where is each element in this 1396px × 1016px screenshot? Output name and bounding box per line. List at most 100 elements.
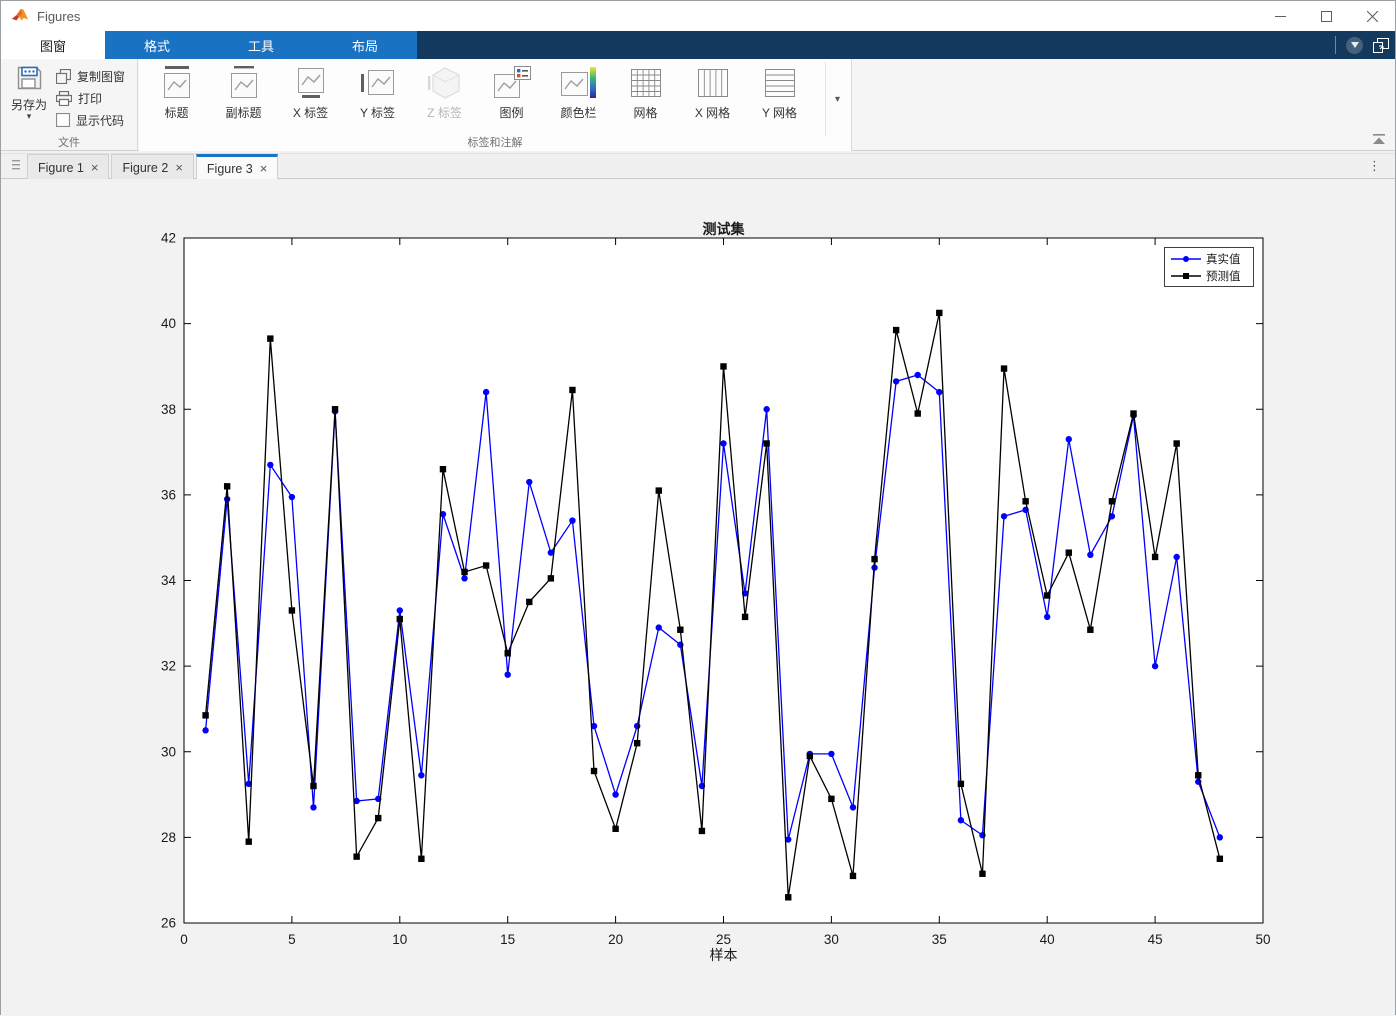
show-code-checkbox[interactable]: 显示代码	[56, 109, 125, 131]
y-grid-button[interactable]: Y 网格	[746, 62, 813, 136]
tab-label: Figure 1	[38, 161, 84, 175]
ribbon-body: 另存为 ▾ 复制图窗 打印	[1, 59, 1395, 151]
colorbar-icon	[559, 66, 599, 100]
x-label-icon	[293, 66, 329, 100]
maximize-button[interactable]	[1303, 1, 1349, 31]
subtitle-button[interactable]: 副标题	[210, 62, 277, 136]
ribbon-tab-figure[interactable]: 图窗	[1, 31, 105, 59]
minimize-icon	[1275, 11, 1286, 22]
ribbon-tab-label: 布局	[352, 36, 378, 55]
z-label-label: Z 标签	[427, 104, 462, 121]
tabbar-grip-icon	[11, 159, 21, 173]
print-icon	[56, 91, 72, 106]
y-grid-icon	[762, 66, 798, 100]
z-label-icon	[427, 66, 463, 100]
close-icon	[1367, 11, 1378, 22]
subtitle-label: 副标题	[225, 104, 261, 121]
tab-figure-1[interactable]: Figure 1 ×	[27, 154, 109, 180]
ribbon-tab-label: 图窗	[40, 36, 66, 55]
svg-text:26: 26	[161, 916, 176, 931]
svg-text:32: 32	[161, 659, 176, 674]
figure-tab-bar: Figure 1 × Figure 2 × Figure 3 × ⋮	[1, 153, 1395, 179]
y-label-label: Y 标签	[360, 104, 395, 121]
print-label: 打印	[78, 90, 102, 107]
tab-label: Figure 2	[122, 161, 168, 175]
tab-close-icon[interactable]: ×	[260, 162, 268, 175]
tab-figure-2[interactable]: Figure 2 ×	[111, 154, 193, 180]
tab-figure-3[interactable]: Figure 3 ×	[196, 154, 278, 180]
tab-close-icon[interactable]: ×	[91, 161, 99, 174]
legend-line-circle-sample	[1171, 254, 1201, 264]
legend-label: 图例	[499, 104, 523, 121]
copy-figure-button[interactable]: 复制图窗	[56, 65, 125, 87]
figures-window: Figures 图窗 格式 工具 布局	[0, 0, 1396, 1015]
ribbon-tab-format[interactable]: 格式	[105, 31, 209, 59]
show-code-label: 显示代码	[76, 112, 124, 129]
y-label-button[interactable]: Y 标签	[344, 62, 411, 136]
tab-label: Figure 3	[207, 162, 253, 176]
ribbon-tab-label: 格式	[144, 36, 170, 55]
save-icon	[14, 65, 44, 93]
ribbon-tab-row-controls	[1335, 31, 1389, 59]
tabbar-overflow-button[interactable]: ⋮	[1368, 158, 1381, 174]
legend-entry-true-values: 真实值	[1171, 251, 1248, 266]
plot-axes[interactable]: 05101520253035404550262830323436384042	[149, 231, 1284, 959]
legend-label: 真实值	[1206, 251, 1241, 267]
z-label-button: Z 标签	[411, 62, 478, 136]
title-icon	[159, 66, 195, 100]
subtitle-icon	[226, 66, 262, 100]
ribbon-tab-layout[interactable]: 布局	[313, 31, 417, 59]
ribbon-tab-tools[interactable]: 工具	[209, 31, 313, 59]
file-group-label: 文件	[1, 134, 137, 150]
svg-text:40: 40	[161, 316, 176, 331]
legend-icon	[492, 66, 532, 100]
y-grid-label: Y 网格	[762, 104, 797, 121]
chevron-down-icon	[1351, 42, 1359, 48]
title-bar: Figures	[1, 1, 1395, 31]
checkbox-unchecked-icon	[56, 113, 70, 127]
title-label: 标题	[164, 104, 188, 121]
matlab-logo-icon	[11, 7, 29, 25]
minimize-button[interactable]	[1257, 1, 1303, 31]
x-grid-icon	[695, 66, 731, 100]
window-title: Figures	[37, 9, 80, 24]
close-button[interactable]	[1349, 1, 1395, 31]
svg-text:34: 34	[161, 573, 177, 588]
grid-label: 网格	[633, 104, 657, 121]
legend-label: 预测值	[1206, 268, 1241, 284]
print-button[interactable]: 打印	[56, 87, 125, 109]
legend-button[interactable]: 图例	[478, 62, 545, 136]
tab-close-icon[interactable]: ×	[175, 161, 183, 174]
grid-button[interactable]: 网格	[612, 62, 679, 136]
x-grid-button[interactable]: X 网格	[679, 62, 746, 136]
x-label-button[interactable]: X 标签	[277, 62, 344, 136]
legend-entry-predicted-values: 预测值	[1171, 268, 1248, 283]
separator	[1335, 36, 1336, 54]
save-as-caret-icon: ▾	[27, 113, 32, 119]
caret-down-icon: ▾	[835, 94, 840, 105]
x-label-label: X 标签	[293, 104, 328, 121]
collapse-ribbon-icon	[1371, 134, 1387, 146]
annotation-overflow-button[interactable]: ▾	[825, 62, 849, 136]
help-dropdown-button[interactable]	[1346, 37, 1363, 54]
labels-annotations-group: 标题 副标题 X 标签	[139, 59, 852, 151]
ribbon-tab-row: 图窗 格式 工具 布局	[1, 31, 1395, 59]
title-button[interactable]: 标题	[143, 62, 210, 136]
plot-legend[interactable]: 真实值 预测值	[1164, 247, 1254, 287]
file-group: 另存为 ▾ 复制图窗 打印	[1, 59, 138, 151]
legend-line-square-sample	[1171, 271, 1201, 281]
maximize-icon	[1321, 11, 1332, 22]
annotation-group-label: 标签和注解	[139, 134, 851, 150]
svg-text:42: 42	[161, 231, 176, 246]
colorbar-button[interactable]: 颜色栏	[545, 62, 612, 136]
x-grid-label: X 网格	[695, 104, 730, 121]
save-as-button[interactable]: 另存为 ▾	[7, 65, 51, 137]
svg-text:36: 36	[161, 487, 176, 502]
plot-xlabel: 样本	[184, 945, 1263, 965]
detach-window-button[interactable]	[1373, 38, 1389, 53]
grid-icon	[628, 66, 664, 100]
collapse-ribbon-button[interactable]	[1371, 134, 1387, 146]
copy-figure-label: 复制图窗	[77, 68, 125, 85]
y-label-icon	[360, 66, 396, 100]
ribbon-tab-label: 工具	[248, 36, 274, 55]
